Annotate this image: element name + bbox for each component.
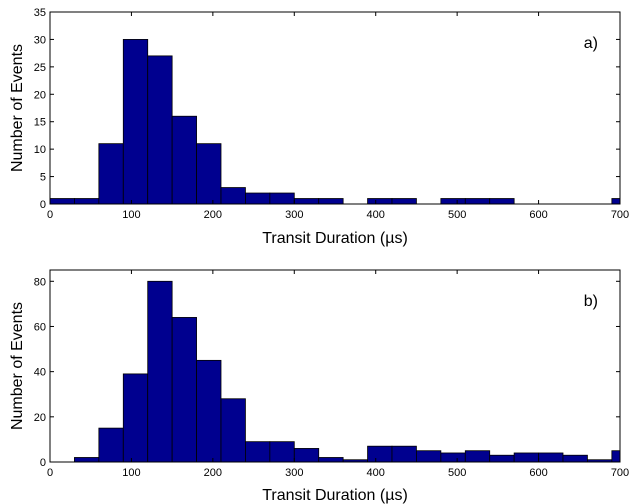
ticks-a: 0 100 200 300 400 500 600 700 0 5 10 15 20 25 30 35 [34,7,629,221]
y-axis-label-b: Number of Events [9,302,26,430]
bar-a-3 [122,39,149,205]
bar-b-17 [489,454,515,463]
y-tick-label-b: 20 [34,412,46,424]
bar-a-1 [74,198,100,205]
bar-b-20 [562,454,588,463]
x-tick-label-b: 0 [47,467,53,479]
panel-b: 0 100 200 300 400 500 600 700 0 20 40 60 80 b) Trans… [9,269,629,504]
bar-a-11 [318,198,344,205]
x-tick-label-b: 500 [448,467,466,479]
bar-b-15 [440,452,466,463]
x-tick-label-b: 300 [285,467,303,479]
y-tick-label-b: 80 [34,276,46,288]
bar-b-22 [611,450,621,463]
bar-b-8 [269,441,295,463]
x-tick-label-a: 200 [204,209,222,221]
y-tick-label-a: 0 [40,199,46,211]
bar-b-2 [122,373,149,463]
x-axis-label-b: Transit Duration (µs) [262,487,408,504]
bar-a-16 [440,198,466,205]
bar-b-16 [464,450,491,463]
x-tick-label-a: 400 [367,209,385,221]
bar-a-6 [196,143,222,205]
bars-a [49,39,621,205]
bar-b-14 [416,450,442,463]
x-tick-label-b: 600 [529,467,547,479]
y-tick-label-a: 30 [34,34,46,46]
y-tick-label-b: 40 [34,367,46,379]
panel-label-a: a) [584,35,598,52]
bar-b-4 [171,317,197,463]
bar-a-0 [49,198,75,205]
bar-a-5 [171,115,197,205]
bar-a-14 [391,198,417,205]
x-tick-label-b: 200 [204,467,222,479]
bar-b-9 [293,448,320,463]
bar-b-19 [538,452,564,463]
bar-a-13 [367,198,393,205]
bar-b-10 [318,457,344,463]
bar-b-6 [220,398,246,463]
bar-b-5 [196,359,222,463]
x-tick-label-a: 100 [122,209,140,221]
y-tick-label-a: 5 [40,172,46,184]
x-axis-label-a: Transit Duration (µs) [262,230,408,247]
bar-b-1 [98,427,124,463]
bar-b-7 [245,441,271,463]
x-tick-label-a: 300 [285,209,303,221]
bar-b-0 [74,457,100,463]
ticks-b: 0 100 200 300 400 500 600 700 0 20 40 60 80 [34,270,629,479]
y-tick-label-b: 0 [40,457,46,469]
bar-b-12 [367,445,393,463]
bar-a-17 [464,198,491,205]
bar-a-10 [293,198,320,205]
bar-a-7 [220,187,246,205]
x-tick-label-a: 0 [47,209,53,221]
y-tick-label-a: 25 [34,62,46,74]
bar-a-9 [269,192,295,205]
bar-a-18 [489,198,515,205]
x-tick-label-a: 700 [611,209,629,221]
bar-a-4 [147,55,173,205]
bar-b-13 [391,445,417,463]
panel-label-b: b) [584,293,598,310]
axes-frame-a [49,11,621,205]
y-tick-label-b: 60 [34,321,46,333]
bar-a-23 [611,198,621,205]
y-tick-label-a: 15 [34,117,46,129]
x-tick-label-b: 700 [611,467,629,479]
bars-b [74,280,621,463]
y-tick-label-a: 35 [34,7,46,19]
y-tick-label-a: 20 [34,89,46,101]
axes-frame-b [49,269,621,463]
bar-b-18 [513,452,539,463]
bar-a-8 [245,192,271,205]
x-tick-label-a: 600 [529,209,547,221]
x-tick-label-b: 100 [122,467,140,479]
y-axis-label-a: Number of Events [9,44,26,172]
x-tick-label-b: 400 [367,467,385,479]
x-tick-label-a: 500 [448,209,466,221]
y-tick-label-a: 10 [34,144,46,156]
bar-b-3 [147,280,173,463]
bar-a-2 [98,143,124,205]
